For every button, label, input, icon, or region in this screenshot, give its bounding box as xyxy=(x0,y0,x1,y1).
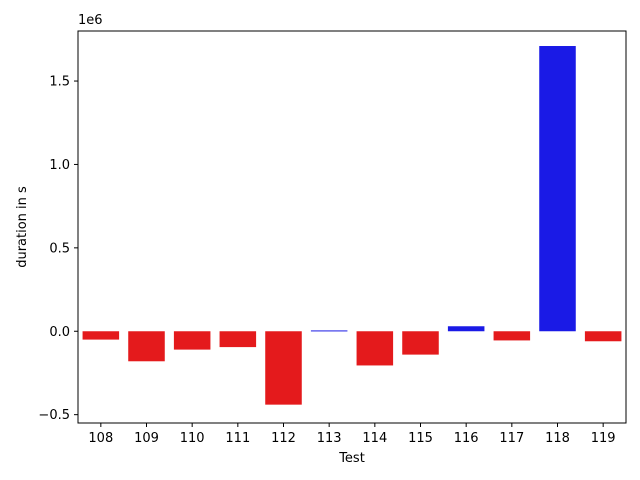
y-tick-label: 0.0 xyxy=(49,325,70,340)
x-tick-label: 113 xyxy=(317,431,342,446)
x-tick-label: 116 xyxy=(454,431,479,446)
bar-117 xyxy=(493,331,531,341)
x-tick-label: 109 xyxy=(134,431,159,446)
bar-115 xyxy=(402,331,439,355)
x-axis-ticks: 108 109 110 111 112 113 114 115 116 117 118 119 xyxy=(88,423,616,446)
axes-frame xyxy=(77,30,627,424)
x-tick-label: 115 xyxy=(408,431,433,446)
y-axis-ticks: −0.5 0.0 0.5 1.0 1.5 xyxy=(38,75,78,423)
bar-108 xyxy=(82,331,120,340)
y-tick-label: 1.5 xyxy=(49,75,70,90)
bar-116 xyxy=(447,326,485,332)
bar-119 xyxy=(584,331,622,342)
bar-112 xyxy=(265,331,302,405)
bar-110 xyxy=(173,331,211,350)
y-offset-label: 1e6 xyxy=(78,13,103,28)
bar-111 xyxy=(219,331,257,348)
x-tick-label: 114 xyxy=(362,431,387,446)
bar-113 xyxy=(310,330,348,332)
bar-109 xyxy=(128,331,165,362)
bars-group xyxy=(82,46,622,405)
y-tick-label: 0.5 xyxy=(49,241,70,256)
bar-114 xyxy=(356,331,394,366)
x-tick-label: 108 xyxy=(88,431,113,446)
x-tick-label: 112 xyxy=(271,431,296,446)
x-tick-label: 119 xyxy=(591,431,616,446)
x-tick-label: 117 xyxy=(499,431,524,446)
x-tick-label: 111 xyxy=(225,431,250,446)
bar-118 xyxy=(539,46,576,332)
x-tick-label: 118 xyxy=(545,431,570,446)
y-tick-label: 1.0 xyxy=(49,158,70,173)
y-tick-label: −0.5 xyxy=(38,408,70,423)
x-tick-label: 110 xyxy=(180,431,205,446)
y-axis-label: duration in s xyxy=(15,186,30,268)
x-axis-label: Test xyxy=(338,451,365,466)
